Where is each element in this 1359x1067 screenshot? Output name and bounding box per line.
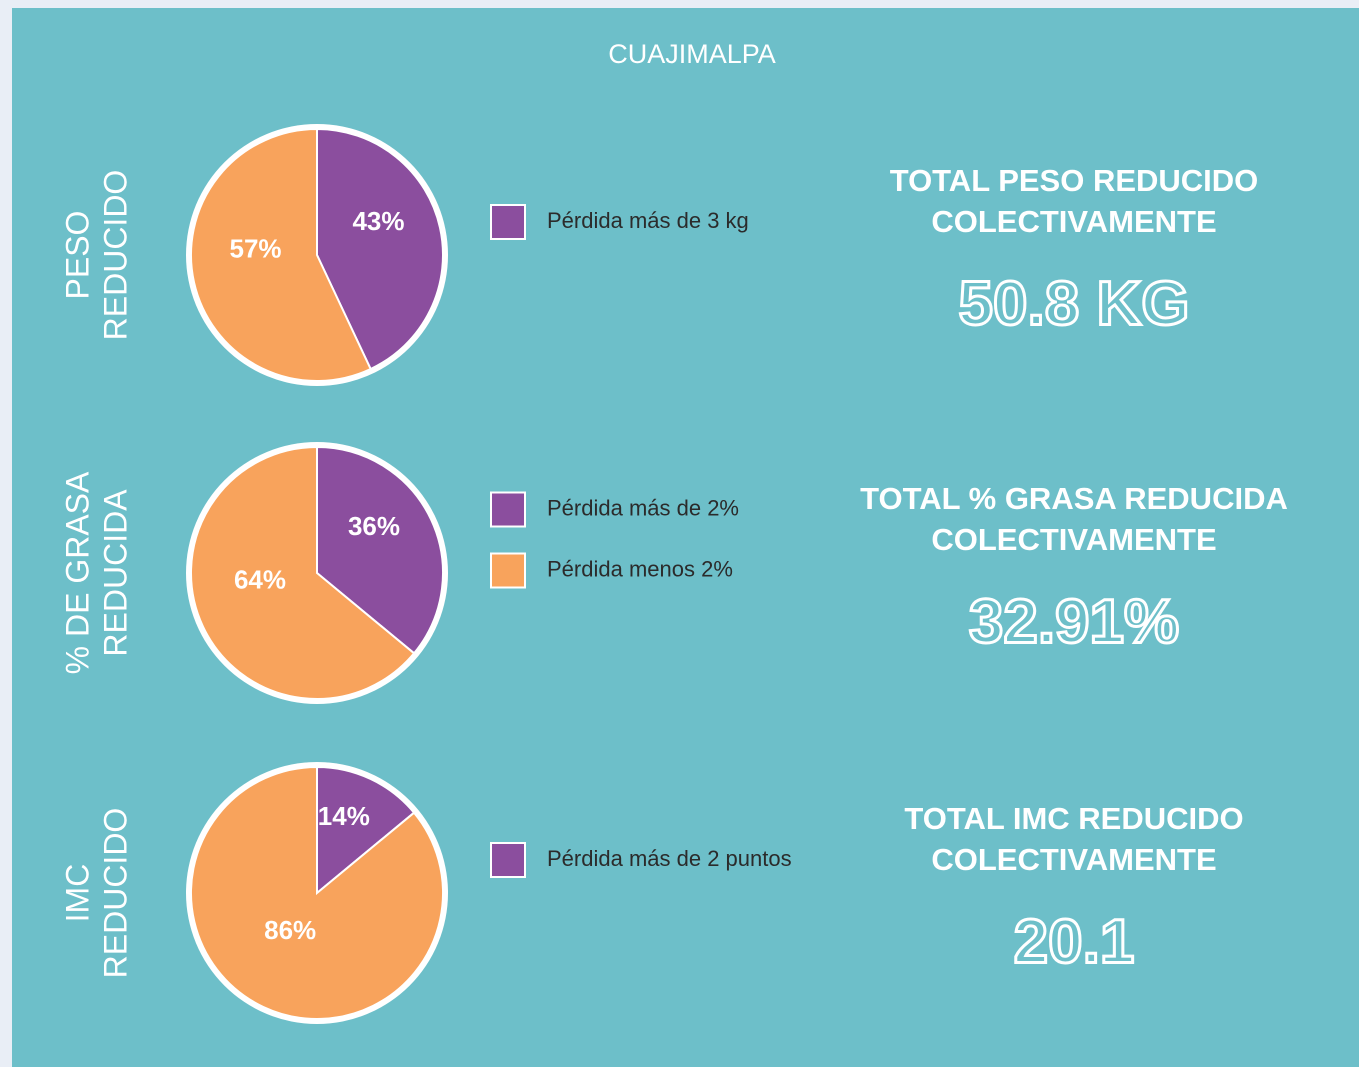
summary-value: 32.91% <box>969 587 1179 656</box>
data-label: 36% <box>348 511 400 541</box>
pie-slice <box>316 127 444 371</box>
legend-swatch <box>490 204 526 240</box>
side-label: % DE GRASA <box>59 471 95 674</box>
data-label: 43% <box>352 206 404 236</box>
data-label: 86% <box>264 915 316 945</box>
legend-label: Pérdida menos 2% <box>547 556 733 581</box>
side-label: REDUCIDO <box>97 808 133 979</box>
summary-title: COLECTIVAMENTE <box>931 522 1216 557</box>
pie-slice <box>190 765 444 1020</box>
summary-value: 50.8 KG <box>959 269 1190 338</box>
data-label: 64% <box>234 565 286 595</box>
legend-label: Pérdida más de 2 puntos <box>547 846 792 871</box>
side-label: PESO <box>59 211 95 300</box>
legend-swatch <box>490 842 526 878</box>
pie-slice <box>190 127 372 382</box>
side-label: REDUCIDO <box>97 170 133 341</box>
side-label: REDUCIDA <box>97 489 133 657</box>
pie-slice <box>316 445 444 655</box>
page-title: CUAJIMALPA <box>608 39 776 69</box>
pie-slice <box>190 445 416 700</box>
summary-title: TOTAL % GRASA REDUCIDA <box>860 481 1288 516</box>
summary-title: TOTAL IMC REDUCIDO <box>904 801 1243 836</box>
summary-title: COLECTIVAMENTE <box>931 204 1216 239</box>
data-label: 57% <box>229 234 281 264</box>
side-label: IMC <box>59 864 95 923</box>
pie-slice <box>316 765 416 896</box>
legend-swatch <box>490 491 526 528</box>
summary-value: 20.1 <box>1014 907 1135 976</box>
legend-label: Pérdida más de 2% <box>547 495 739 520</box>
legend-label: Pérdida más de 3 kg <box>547 208 749 233</box>
legend-swatch <box>490 552 526 589</box>
summary-title: TOTAL PESO REDUCIDO <box>890 163 1259 198</box>
data-label: 14% <box>318 801 370 831</box>
summary-title: COLECTIVAMENTE <box>931 842 1216 877</box>
